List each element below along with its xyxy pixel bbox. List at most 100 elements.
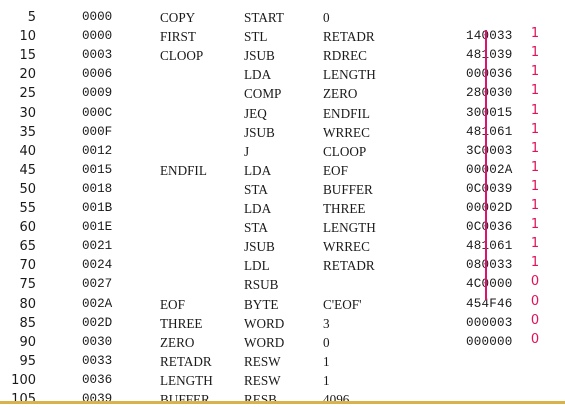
location-counter: 0015: [82, 162, 113, 177]
listing-row: 25 0009 COMP ZERO 280030 1: [0, 83, 565, 103]
opcode-field: LDL: [244, 258, 270, 274]
listing-row: 10 0000 FIRST STL RETADR 140033 1: [0, 26, 565, 46]
listing-row: 90 0030 ZERO WORD 0 000000 0: [0, 332, 565, 352]
opcode-field: LDA: [244, 162, 272, 178]
operand-field: LENGTH: [323, 67, 376, 83]
operand-field: RETADR: [323, 29, 375, 45]
opcode-field: RESW: [244, 372, 281, 388]
listing-row: 95 0033 RETADR RESW 1: [0, 352, 565, 371]
opcode-field: STA: [244, 181, 268, 197]
location-counter: 0039: [82, 392, 113, 406]
opcode-field: BYTE: [244, 296, 279, 312]
annotation-mark: 1: [530, 255, 540, 271]
label-field: BUFFER: [160, 392, 210, 407]
location-counter: 0000: [82, 29, 113, 44]
location-counter: 002D: [82, 315, 113, 330]
label-field: ZERO: [160, 334, 195, 350]
line-number: 35: [19, 124, 36, 140]
opcode-field: J: [244, 143, 250, 159]
operand-field: 1: [323, 372, 330, 388]
location-counter: 000F: [82, 124, 113, 139]
object-code: 481061: [466, 124, 513, 139]
line-number: 90: [19, 334, 36, 350]
location-counter: 0036: [82, 372, 113, 387]
listing-row: 60 001E STA LENGTH 0C0036 1: [0, 217, 565, 237]
location-counter: 0000: [82, 10, 113, 24]
annotation-mark: 1: [530, 102, 540, 118]
object-code: 080033: [466, 258, 513, 273]
annotation-mark: 0: [530, 274, 540, 290]
operand-field: 3: [323, 315, 330, 331]
annotation-mark: 1: [530, 83, 540, 99]
operand-field: ZERO: [323, 86, 358, 102]
location-counter: 0027: [82, 277, 113, 292]
operand-field: 4096: [323, 392, 350, 407]
annotation-mark: 1: [530, 159, 540, 175]
object-code: 0C0039: [466, 181, 513, 196]
annotation-mark: 1: [530, 64, 540, 80]
listing-row: 50 0018 STA BUFFER 0C0039 1: [0, 178, 565, 199]
listing-row: 5 0000 COPY START 0: [0, 8, 565, 27]
location-counter: 0033: [82, 353, 113, 368]
line-number: 100: [11, 372, 36, 388]
location-counter: 0006: [82, 67, 113, 82]
annotation-mark: 1: [530, 236, 540, 252]
location-counter: 0012: [82, 143, 113, 158]
line-number: 65: [19, 239, 36, 255]
object-code: 481061: [466, 239, 513, 254]
annotation-mark: 1: [530, 217, 540, 233]
object-code: 0C0036: [466, 220, 513, 235]
bottom-rule: [0, 401, 565, 404]
annotation-mark: 1: [530, 45, 540, 61]
listing-row: 45 0015 ENDFIL LDA EOF 00002A 1: [0, 159, 565, 180]
annotation-mark: 0: [530, 312, 540, 328]
line-number: 40: [19, 143, 36, 159]
location-counter: 002A: [82, 296, 113, 311]
location-counter: 0030: [82, 334, 113, 349]
line-number: 25: [19, 86, 36, 102]
operand-field: RDREC: [323, 48, 367, 64]
line-number: 30: [19, 105, 36, 121]
line-number: 105: [11, 392, 36, 407]
operand-field: LENGTH: [323, 220, 376, 236]
label-field: RETADR: [160, 353, 212, 369]
listing-row: 20 0006 LDA LENGTH 000036 1: [0, 64, 565, 84]
object-code: 00002A: [466, 162, 513, 177]
opcode-field: LDA: [244, 67, 272, 83]
operand-field: THREE: [323, 201, 366, 216]
operand-field: RETADR: [323, 258, 375, 274]
operand-field: WRREC: [323, 239, 370, 255]
object-code: 4C0000: [466, 277, 513, 292]
label-field: CLOOP: [160, 48, 204, 64]
label-field: LENGTH: [160, 372, 213, 388]
location-counter: 0003: [82, 48, 113, 63]
opcode-field: RSUB: [244, 277, 279, 293]
operand-field: BUFFER: [323, 181, 373, 197]
location-counter: 0021: [82, 239, 113, 254]
object-code: 3C0003: [466, 143, 513, 158]
opcode-field: COMP: [244, 86, 282, 102]
location-counter: 001E: [82, 220, 113, 235]
opcode-field: JSUB: [244, 124, 275, 140]
location-counter: 001B: [82, 201, 113, 215]
line-number: 50: [19, 181, 36, 197]
object-code: 300015: [466, 105, 513, 120]
listing-row: 35 000F JSUB WRREC 481061 1: [0, 122, 565, 142]
opcode-field: RESB: [244, 392, 277, 407]
object-code: 140033: [466, 29, 513, 44]
line-number: 55: [19, 201, 36, 216]
listing-row: 70 0024 LDL RETADR 080033 1: [0, 255, 565, 275]
operand-field: EOF: [323, 162, 348, 178]
annotation-mark: 1: [530, 178, 540, 194]
opcode-field: STL: [244, 29, 268, 45]
operand-field: WRREC: [323, 124, 370, 140]
opcode-field: STA: [244, 220, 268, 236]
label-field: THREE: [160, 315, 203, 331]
listing-row: 80 002A EOF BYTE C'EOF' 454F46 0: [0, 293, 565, 314]
location-counter: 000C: [82, 105, 113, 120]
location-counter: 0018: [82, 181, 113, 196]
annotation-mark: 0: [530, 293, 540, 309]
line-number: 80: [19, 296, 36, 312]
operand-field: 0: [323, 10, 330, 25]
opcode-field: JSUB: [244, 48, 275, 64]
